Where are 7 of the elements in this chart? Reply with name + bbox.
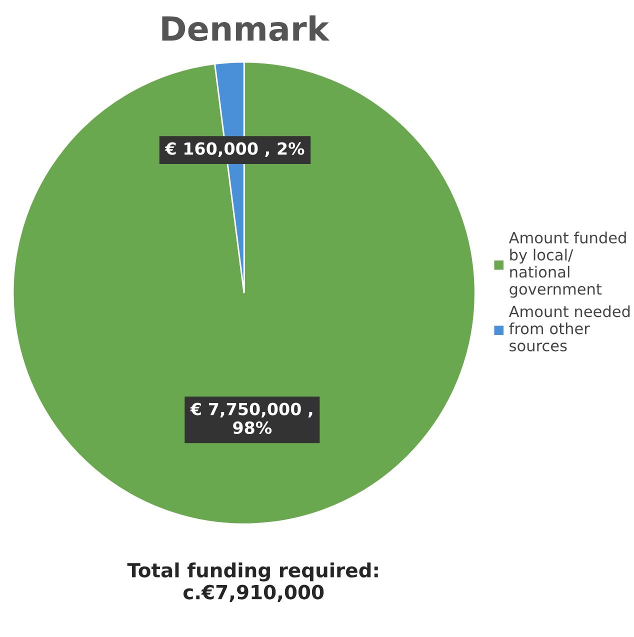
data-label: € 7,750,000 , 98% (190, 402, 312, 434)
legend-label: Amount needed from other sources (508, 305, 630, 352)
pie-slice (12, 61, 476, 525)
legend-label: Amount funded by local/ national government (508, 232, 626, 298)
text: Total funding required: c.€7,910,000 (127, 562, 378, 602)
data-label: € 160,000 , 2% (164, 142, 304, 158)
chart-title: Denmark (162, 15, 330, 42)
